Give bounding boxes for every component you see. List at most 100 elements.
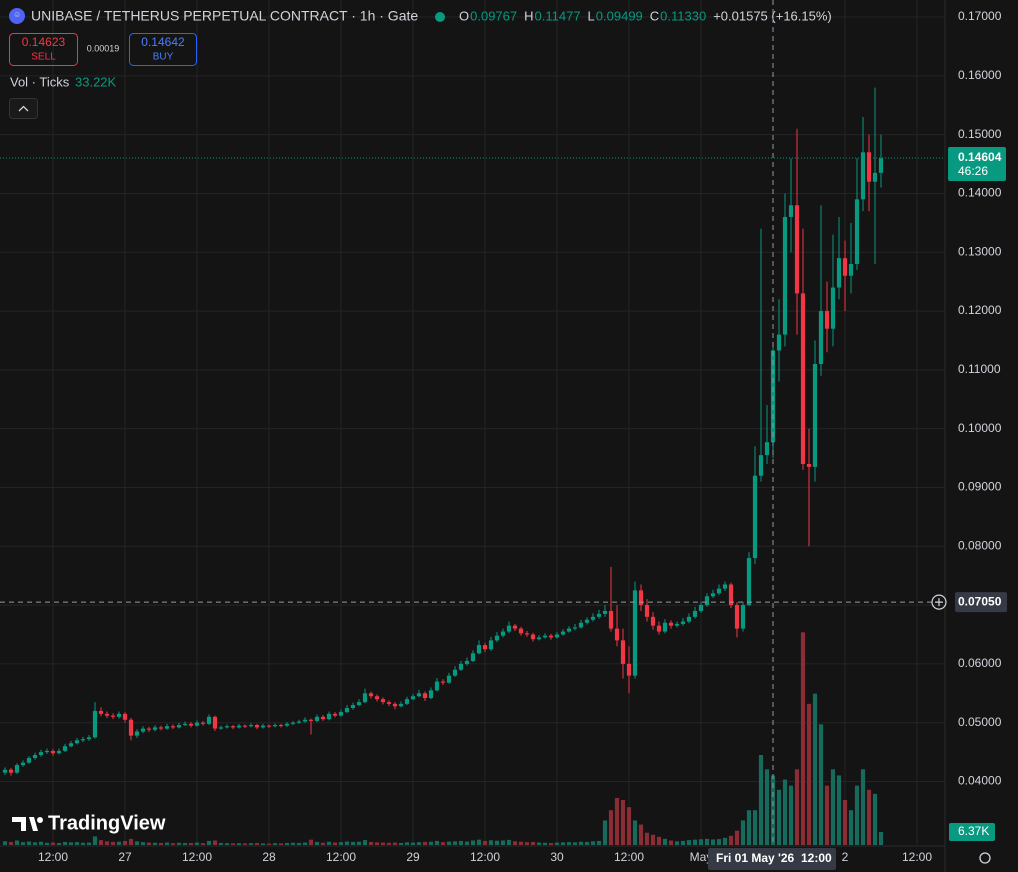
candle-body xyxy=(548,635,554,638)
candle-body xyxy=(482,645,488,650)
candle-body xyxy=(224,726,230,728)
candle-body xyxy=(632,590,638,676)
candle-body xyxy=(32,755,38,758)
add-alert-icon[interactable] xyxy=(931,594,947,610)
settings-icon[interactable] xyxy=(979,852,991,864)
volume-bar xyxy=(248,843,254,845)
volume-bar xyxy=(14,840,20,845)
candle-body xyxy=(782,216,788,335)
grid xyxy=(0,0,945,845)
buy-button[interactable] xyxy=(129,33,197,66)
volume-bar xyxy=(38,841,44,845)
sell-label[interactable]: SELL xyxy=(31,52,56,63)
buy-label[interactable]: BUY xyxy=(153,52,174,63)
legend-key: H xyxy=(524,8,533,23)
candle-body xyxy=(230,726,236,728)
candle-body xyxy=(356,702,362,706)
volume-bar xyxy=(200,843,206,845)
volume-bar xyxy=(788,785,794,845)
volume-bar xyxy=(452,841,458,845)
spread: 0.00019 xyxy=(87,43,120,53)
candle-body xyxy=(164,726,170,729)
candle-body xyxy=(656,625,662,632)
volume-bar xyxy=(176,842,182,845)
volume-bar xyxy=(422,841,428,845)
volume-bar xyxy=(470,840,476,845)
ohlc-legend: O 0.09767 H 0.11477 L 0.09499 C 0.11330 xyxy=(459,8,706,23)
candle-body xyxy=(680,621,686,624)
candle-body xyxy=(416,693,422,697)
volume-bar xyxy=(716,839,722,845)
volume-bar xyxy=(404,842,410,845)
volume-bar xyxy=(578,841,584,845)
volume-legend-label: Vol · Ticks xyxy=(10,74,70,89)
candle-body xyxy=(824,311,830,329)
volume-bar xyxy=(368,841,374,845)
volume-bar xyxy=(356,841,362,845)
candle-body xyxy=(14,765,20,773)
candle-body xyxy=(872,172,878,182)
candle-body xyxy=(320,716,326,720)
volume-bar xyxy=(278,843,284,845)
volume-bar xyxy=(824,785,830,845)
crosshair-price: 0.07050 xyxy=(958,594,1002,608)
volume-bar xyxy=(812,693,818,845)
y-tick-label: 0.11000 xyxy=(958,362,1001,376)
last-price-label: 0.14604 xyxy=(958,150,1002,164)
symbol-logo-face: ☺ xyxy=(13,10,21,19)
volume-bar xyxy=(92,836,98,845)
sell-price[interactable]: 0.14623 xyxy=(22,35,66,49)
volume-bar xyxy=(230,843,236,845)
candle-body xyxy=(134,731,140,736)
volume-bar xyxy=(158,842,164,845)
sell-button[interactable] xyxy=(9,33,78,66)
volume-bar xyxy=(110,841,116,845)
candle-body xyxy=(800,293,806,464)
volume-bar xyxy=(392,842,398,845)
candle-body xyxy=(614,628,620,641)
candle-body xyxy=(392,703,398,707)
candle-body xyxy=(410,696,416,700)
candle-body xyxy=(380,699,386,703)
candle-body xyxy=(788,205,794,217)
volume-bar xyxy=(410,842,416,845)
volume-bar xyxy=(458,840,464,845)
volume-bar xyxy=(272,843,278,845)
candle-body xyxy=(854,199,860,265)
volume-bar xyxy=(320,842,326,845)
candle-body xyxy=(314,716,320,721)
candle-body xyxy=(158,727,164,729)
candle-body xyxy=(404,699,410,704)
chart-title[interactable]: UNIBASE / TETHERUS PERPETUAL CONTRACT · … xyxy=(31,8,418,24)
candle-body xyxy=(176,725,182,728)
candle-body xyxy=(344,707,350,713)
candle-body xyxy=(476,645,482,654)
volume-bar xyxy=(872,793,878,845)
candle-body xyxy=(518,628,524,634)
candle-body xyxy=(338,712,344,716)
legend-value: 0.09767 xyxy=(470,8,517,23)
collapse-button[interactable] xyxy=(9,98,38,119)
volume-bar xyxy=(44,842,50,845)
volume-bar xyxy=(800,632,806,845)
candle-body xyxy=(302,719,308,722)
candle-body xyxy=(452,669,458,676)
candle-body xyxy=(26,757,32,763)
volume-bar xyxy=(380,842,386,845)
volume-bar xyxy=(554,842,560,845)
volume-bar xyxy=(128,838,134,845)
volume-bar xyxy=(692,839,698,845)
buy-price[interactable]: 0.14642 xyxy=(141,35,185,49)
volume-bar xyxy=(758,755,764,845)
volume-bar xyxy=(626,807,632,845)
candle-body xyxy=(494,635,500,641)
volume-legend-value: 33.22K xyxy=(75,74,117,89)
candle-body xyxy=(500,631,506,636)
legend-value: 0.11330 xyxy=(660,8,706,23)
candle-body xyxy=(242,725,248,727)
candle-body xyxy=(830,287,836,329)
volume-bar xyxy=(668,840,674,845)
volume-bar xyxy=(830,769,836,845)
volume-bar xyxy=(338,842,344,845)
